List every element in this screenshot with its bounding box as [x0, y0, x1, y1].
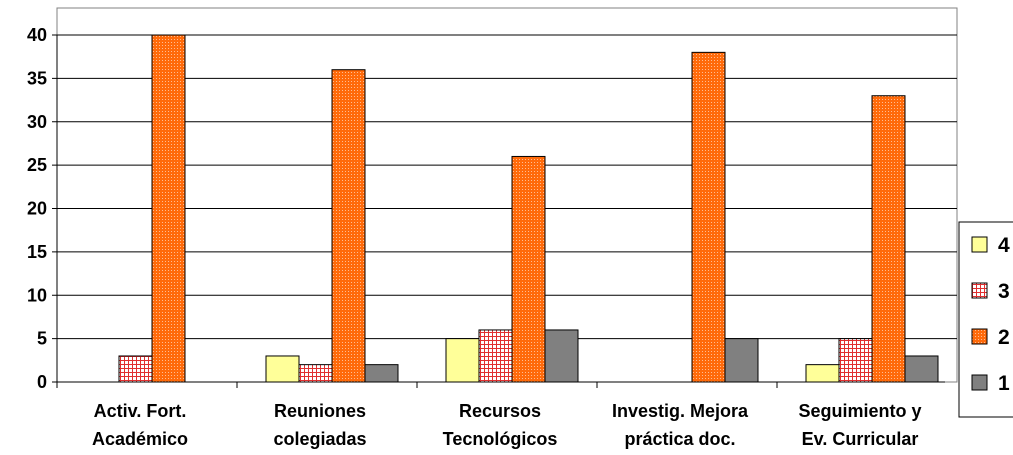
bar-series-3 [478, 329, 513, 383]
category-label: Seguimiento y [798, 401, 921, 421]
y-tick-label: 10 [27, 285, 47, 305]
y-tick-label: 20 [27, 199, 47, 219]
legend-swatch [971, 282, 988, 299]
y-tick-label: 30 [27, 112, 47, 132]
bar-series-2 [871, 95, 906, 383]
category-label: Recursos [459, 401, 541, 421]
category-label: Investig. Mejora [612, 401, 749, 421]
bar-series-1 [364, 364, 399, 383]
bar-series-4 [265, 355, 300, 383]
legend-swatch [971, 236, 988, 253]
y-tick-label: 25 [27, 155, 47, 175]
bar-series-2 [331, 69, 366, 383]
legend-label: 2 [998, 326, 1010, 349]
gridlines [57, 34, 957, 340]
bar-series-4 [445, 338, 480, 383]
bar-series-2 [151, 34, 186, 383]
category-label: Académico [92, 429, 188, 449]
y-tick-label: 40 [27, 25, 47, 45]
bar-series-2 [691, 51, 726, 383]
y-axis: 0 5 10 15 20 25 30 35 40 [27, 25, 945, 392]
legend-label: 1 [998, 372, 1010, 395]
category-label: Activ. Fort. [94, 401, 187, 421]
legend-swatch [971, 374, 988, 391]
category-label: práctica doc. [624, 429, 735, 449]
bar-series-4 [805, 364, 840, 383]
legend: 4 3 2 1 [958, 221, 1013, 418]
y-tick-label: 5 [37, 329, 47, 349]
category-label: Ev. Curricular [802, 429, 919, 449]
x-axis: Activ. Fort. Académico Reuniones colegiadas… [92, 401, 922, 449]
plot-border [56, 7, 958, 383]
bar-series-3 [118, 355, 153, 383]
category-label: Tecnológicos [443, 429, 558, 449]
y-tick-label: 15 [27, 242, 47, 262]
y-tick-label: 35 [27, 68, 47, 88]
bar-series-1 [724, 338, 759, 383]
bar-series-3 [298, 364, 333, 383]
category-label: Reuniones [274, 401, 366, 421]
bar-series-3 [838, 338, 873, 383]
bar-series-2 [511, 155, 546, 383]
legend-label: 3 [998, 280, 1010, 303]
category-label: colegiadas [273, 429, 366, 449]
legend-label: 4 [998, 234, 1010, 257]
bar-series-1 [904, 355, 939, 383]
legend-swatch [971, 328, 988, 345]
bars [56, 34, 939, 388]
y-tick-label: 0 [37, 372, 47, 392]
bar-series-1 [544, 329, 579, 383]
plot-area [56, 7, 958, 383]
